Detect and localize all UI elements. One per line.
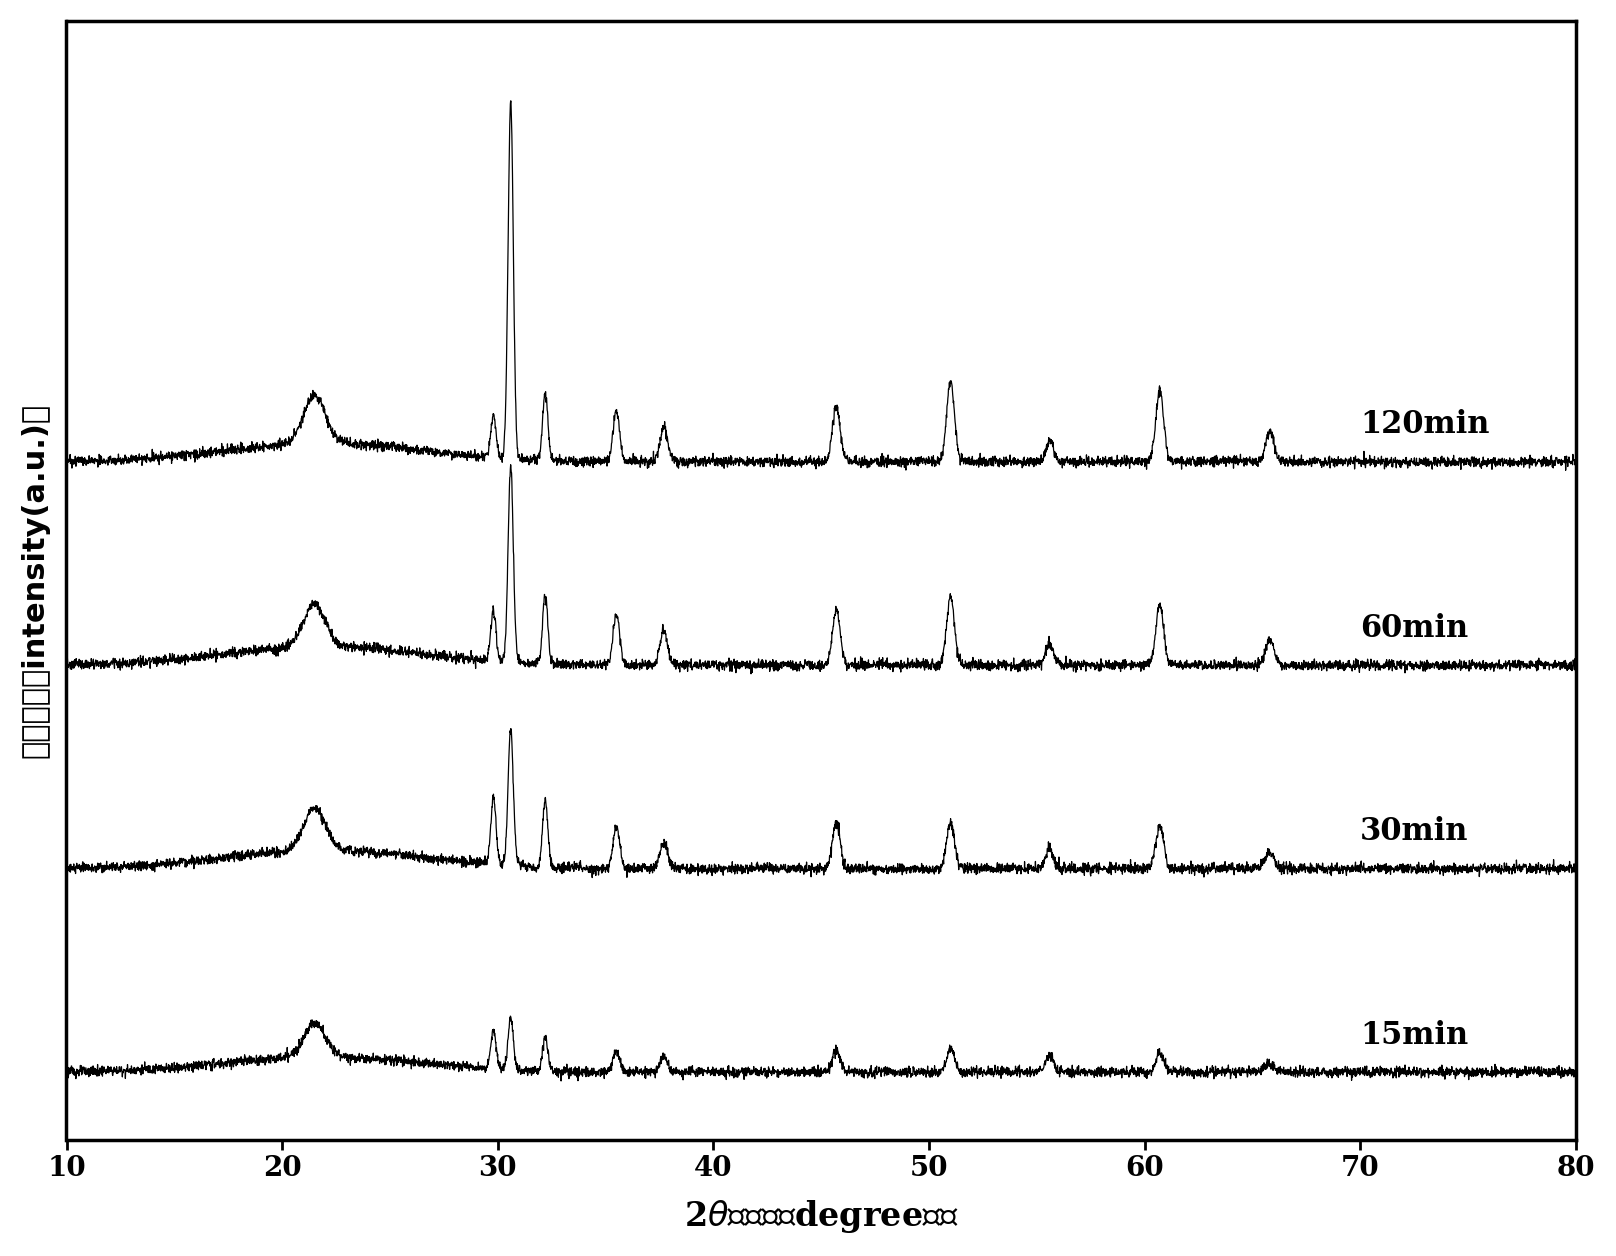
Text: 15min: 15min xyxy=(1361,1020,1469,1051)
Text: 30min: 30min xyxy=(1361,816,1469,848)
X-axis label: 2$\theta$【角度（degree）】: 2$\theta$【角度（degree）】 xyxy=(684,1198,958,1235)
Text: 120min: 120min xyxy=(1361,409,1490,441)
Text: 60min: 60min xyxy=(1361,613,1469,644)
Y-axis label: 相对强度【intensity(a.u.)】: 相对强度【intensity(a.u.)】 xyxy=(21,403,50,757)
